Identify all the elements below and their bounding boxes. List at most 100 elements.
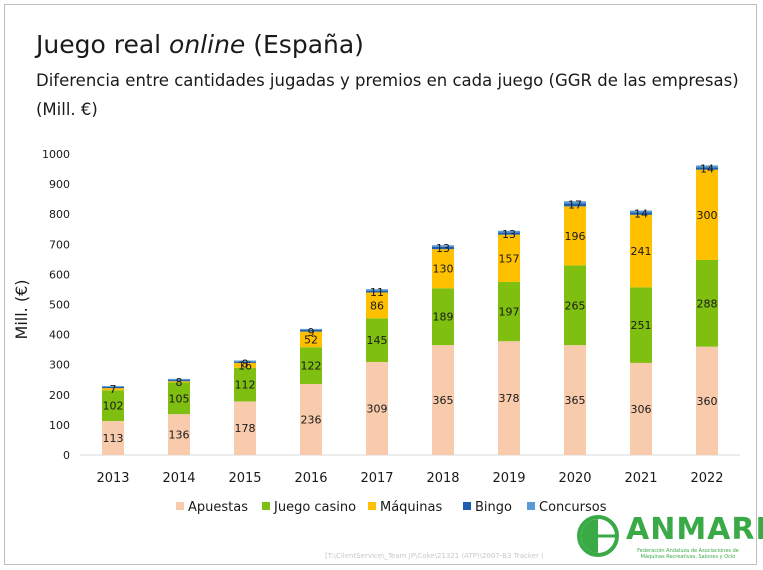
data-label: 122 (301, 360, 322, 373)
x-tick-label: 2013 (96, 471, 129, 486)
bar-segment-apuestas (696, 346, 718, 455)
data-label: 130 (433, 263, 454, 276)
bar-segment-máquinas (168, 381, 190, 383)
bar-segment-concursos (564, 201, 586, 204)
legend-swatch (176, 502, 184, 510)
bar-segment-apuestas (234, 401, 256, 455)
legend-label: Bingo (475, 500, 512, 515)
y-tick-label: 400 (49, 329, 70, 342)
logo-emblem-icon (577, 515, 619, 557)
x-tick-label: 2014 (162, 471, 195, 486)
chart-title: Juego real online (España) (36, 30, 364, 59)
data-label: 300 (697, 209, 718, 222)
legend-label: Máquinas (380, 500, 442, 515)
footer-path-note: [T:\ClientService\_Team JP\Coke\21321 (A… (325, 552, 544, 560)
data-label: 17 (568, 198, 582, 211)
data-label: 196 (565, 230, 586, 243)
logo-name: ANMARE (626, 512, 763, 547)
legend-label: Concursos (539, 500, 607, 515)
bar-segment-juego-casino (498, 281, 520, 342)
data-label: 8 (176, 376, 183, 389)
bar-segment-apuestas (432, 345, 454, 455)
bar-segment-concursos (432, 245, 454, 248)
y-tick-label: 0 (63, 449, 70, 462)
bar-segment-apuestas (300, 383, 322, 455)
data-label: 7 (110, 383, 117, 396)
y-tick-label: 800 (49, 208, 70, 221)
data-label: 365 (565, 394, 586, 407)
anmare-logo: ANMARE Federación Andaluza de Asociacion… (574, 512, 763, 568)
bar-segment-juego-casino (234, 367, 256, 402)
y-axis-title: Mill. (€) (12, 280, 31, 340)
bar-segment-máquinas (696, 169, 718, 260)
y-tick-label: 200 (49, 389, 70, 402)
bar-segment-máquinas (300, 331, 322, 348)
bar-segment-apuestas (564, 345, 586, 455)
x-tick-label: 2017 (360, 471, 393, 486)
bar-segment-máquinas (366, 292, 388, 319)
data-label: 365 (433, 394, 454, 407)
legend-swatch (368, 502, 376, 510)
data-label: 288 (697, 297, 718, 310)
bar-segment-concursos (102, 386, 124, 387)
bar-segment-concursos (300, 328, 322, 330)
data-label: 236 (301, 413, 322, 426)
bar-segment-bingo (366, 290, 388, 293)
bar-segment-concursos (630, 210, 652, 213)
bar-segment-máquinas (630, 214, 652, 288)
legend-swatch (262, 502, 270, 510)
data-label: 157 (499, 252, 520, 265)
data-label: 13 (502, 228, 516, 241)
bar-segment-concursos (696, 165, 718, 168)
logo-subtitle: Federación Andaluza de Asociaciones de M… (637, 548, 739, 560)
bar-segment-máquinas (498, 234, 520, 282)
y-tick-label: 300 (49, 359, 70, 372)
data-label: 13 (436, 242, 450, 255)
x-tick-label: 2019 (492, 471, 525, 486)
data-label: 189 (433, 311, 454, 324)
y-tick-label: 500 (49, 299, 70, 312)
y-tick-label: 900 (49, 178, 70, 191)
bar-segment-bingo (300, 329, 322, 332)
x-tick-label: 2021 (624, 471, 657, 486)
y-tick-label: 1000 (42, 148, 70, 161)
bar-segment-máquinas (234, 362, 256, 368)
data-label: 9 (308, 326, 315, 339)
data-label: 309 (367, 402, 388, 415)
data-label: 102 (103, 400, 124, 413)
data-label: 241 (631, 245, 652, 258)
bar-segment-juego-casino (696, 259, 718, 347)
data-label: 136 (169, 429, 190, 442)
bar-segment-juego-casino (366, 318, 388, 362)
bar-segment-concursos (498, 230, 520, 233)
bar-segment-bingo (498, 232, 520, 235)
y-tick-label: 600 (49, 268, 70, 281)
chart-subtitle: Diferencia entre cantidades jugadas y pr… (36, 71, 739, 90)
data-label: 11 (370, 286, 384, 299)
bar-segment-concursos (168, 378, 190, 381)
data-label: 178 (235, 422, 256, 435)
data-label: 105 (169, 392, 190, 405)
bar-segment-bingo (630, 212, 652, 215)
x-tick-label: 2018 (426, 471, 459, 486)
data-label: 251 (631, 319, 652, 332)
bar-segment-juego-casino (300, 347, 322, 384)
bar-segment-bingo (102, 386, 124, 389)
y-tick-label: 100 (49, 419, 70, 432)
bar-segment-bingo (696, 167, 718, 170)
data-label: 14 (634, 208, 648, 221)
legend-label: Juego casino (273, 500, 356, 515)
bar-segment-bingo (432, 247, 454, 250)
data-label: 14 (700, 162, 714, 175)
data-label: 360 (697, 395, 718, 408)
legend-swatch (463, 502, 471, 510)
data-label: 113 (103, 432, 124, 445)
data-label: 265 (565, 299, 586, 312)
data-label: 378 (499, 392, 520, 405)
data-label: 197 (499, 306, 520, 319)
bar-segment-apuestas (366, 361, 388, 455)
bar-segment-bingo (234, 361, 256, 363)
bar-segment-bingo (564, 203, 586, 207)
legend-swatch (527, 502, 535, 510)
